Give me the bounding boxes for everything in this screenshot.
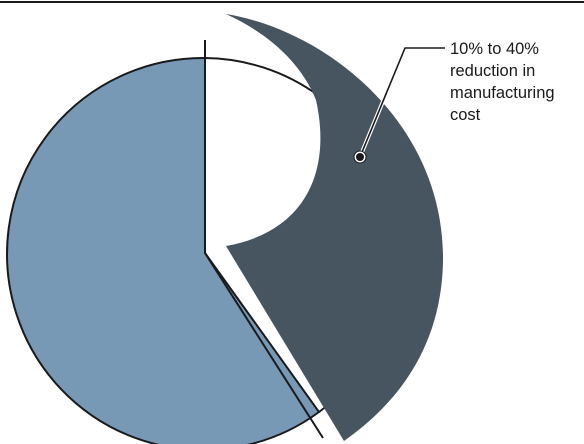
- callout-label-line-4: cost: [450, 106, 481, 124]
- callout-label-line-1: 10% to 40%: [450, 40, 539, 58]
- remaining-cost-slice: [6, 56, 321, 444]
- slice-divider-diagonal: [204, 252, 324, 439]
- callout-label-line-3: manufacturing: [450, 84, 555, 102]
- callout-leader-inner: [359, 47, 445, 158]
- callout-label-line-2: reduction in: [450, 62, 536, 80]
- reduction-slice: [226, 14, 444, 441]
- callout-dot-center: [356, 153, 364, 161]
